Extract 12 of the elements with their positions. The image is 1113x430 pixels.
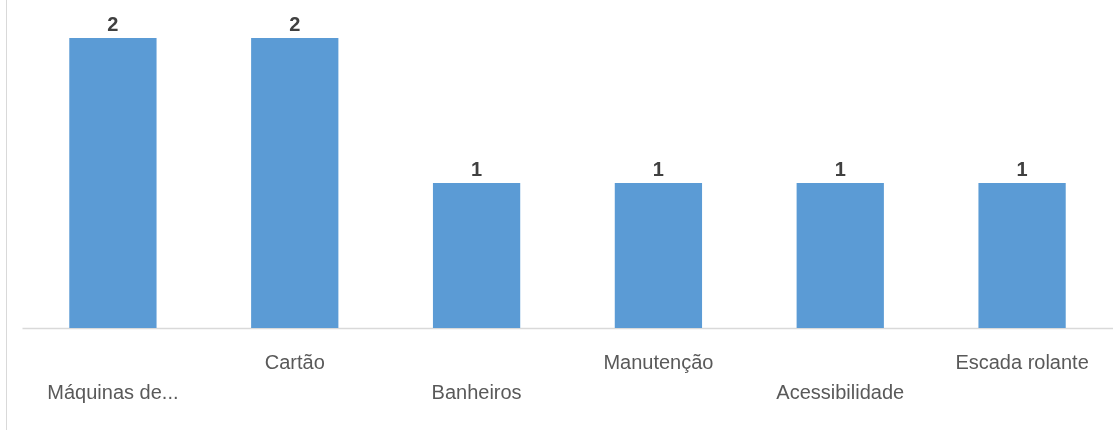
- x-tick-label: Banheiros: [431, 380, 522, 403]
- x-tick-label: Escada rolante: [955, 350, 1089, 373]
- x-tick-label: Acessibilidade: [776, 380, 905, 403]
- data-label: 1: [1016, 158, 1028, 180]
- data-label: 1: [471, 158, 483, 180]
- data-label: 2: [289, 13, 301, 35]
- x-tick-label: Manutenção: [603, 350, 714, 373]
- data-label: 1: [834, 158, 846, 180]
- x-tick-label: Máquinas de...: [47, 380, 179, 403]
- data-label: 1: [652, 158, 664, 180]
- x-tick-label: Cartão: [264, 350, 325, 373]
- data-label: 2: [107, 13, 119, 35]
